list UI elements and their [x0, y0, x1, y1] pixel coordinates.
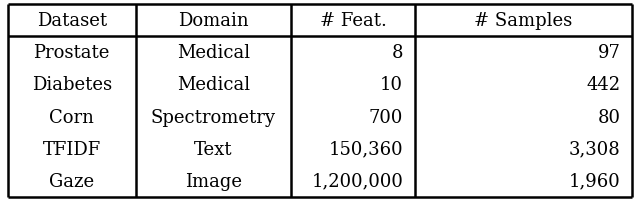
Text: Medical: Medical	[177, 44, 250, 62]
Text: 8: 8	[392, 44, 403, 62]
Text: Medical: Medical	[177, 76, 250, 94]
Text: # Feat.: # Feat.	[319, 12, 387, 30]
Text: 442: 442	[587, 76, 621, 94]
Text: Spectrometry: Spectrometry	[151, 108, 276, 126]
Text: Gaze: Gaze	[49, 172, 94, 190]
Text: 3,308: 3,308	[569, 140, 621, 158]
Text: Dataset: Dataset	[36, 12, 107, 30]
Text: 10: 10	[380, 76, 403, 94]
Text: Prostate: Prostate	[33, 44, 110, 62]
Text: # Samples: # Samples	[474, 12, 573, 30]
Text: 700: 700	[369, 108, 403, 126]
Text: 1,960: 1,960	[569, 172, 621, 190]
Text: TFIDF: TFIDF	[42, 140, 101, 158]
Text: 97: 97	[598, 44, 621, 62]
Text: Domain: Domain	[178, 12, 249, 30]
Text: Image: Image	[185, 172, 242, 190]
Text: Corn: Corn	[49, 108, 94, 126]
Text: 150,360: 150,360	[328, 140, 403, 158]
Text: Diabetes: Diabetes	[31, 76, 112, 94]
Text: 1,200,000: 1,200,000	[311, 172, 403, 190]
Text: Text: Text	[194, 140, 233, 158]
Text: 80: 80	[598, 108, 621, 126]
